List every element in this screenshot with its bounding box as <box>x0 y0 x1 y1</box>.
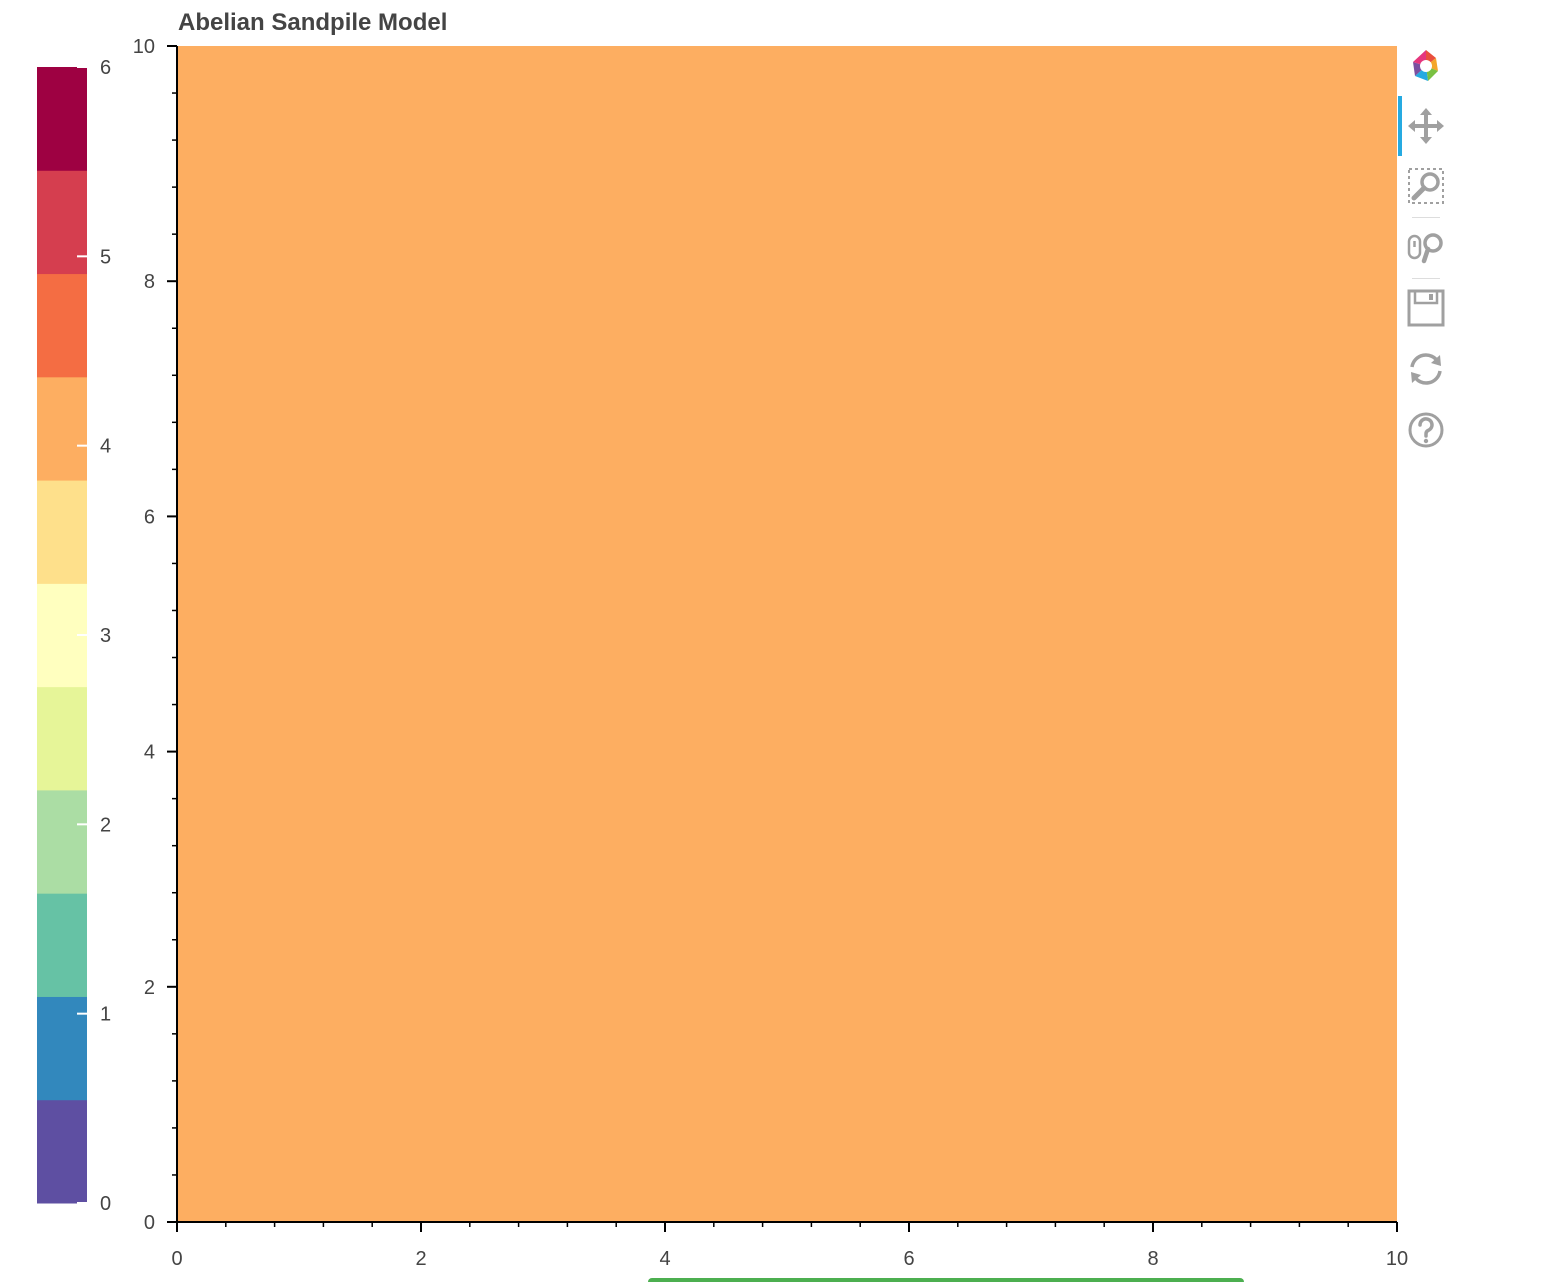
x-tick-label: 2 <box>415 1248 426 1270</box>
save-icon <box>1407 289 1445 327</box>
x-tick-label: 8 <box>1147 1248 1158 1270</box>
y-tick-label: 4 <box>144 742 155 764</box>
pan-icon <box>1408 108 1444 144</box>
box-zoom-tool-button[interactable] <box>1402 162 1450 210</box>
colorbar-tick-label: 5 <box>100 246 111 268</box>
y-tick-label: 8 <box>144 271 155 293</box>
widget-edge-bar <box>648 1278 1244 1282</box>
heatmap-cell <box>177 46 1397 1222</box>
wheel-zoom-icon <box>1407 233 1443 264</box>
x-tick-label: 6 <box>903 1248 914 1270</box>
colorbar-segment <box>37 480 87 584</box>
pan-tool-button[interactable] <box>1398 96 1450 156</box>
toolbar <box>1398 40 1454 460</box>
bokeh-logo-icon <box>1413 50 1438 81</box>
colorbar-tick-label: 2 <box>100 814 111 836</box>
save-tool-button[interactable] <box>1402 284 1450 332</box>
box-zoom-icon <box>1408 168 1444 204</box>
y-tick-label: 0 <box>144 1212 155 1234</box>
y-tick-label: 2 <box>144 977 155 999</box>
colorbar-tick-label: 1 <box>100 1004 111 1026</box>
reset-icon <box>1410 353 1442 385</box>
colorbar-segment <box>37 996 87 1101</box>
colorbar-tick-label: 4 <box>100 436 111 458</box>
chart-title: Abelian Sandpile Model <box>178 9 447 36</box>
y-tick-label: 6 <box>144 506 155 528</box>
colorbar-tick-label: 3 <box>100 625 111 647</box>
colorbar-segment <box>37 789 87 894</box>
colorbar-tick-label: 6 <box>100 57 111 79</box>
wheel-zoom-tool-button[interactable] <box>1402 223 1450 271</box>
help-icon <box>1408 412 1444 448</box>
colorbar-segment <box>37 376 87 481</box>
x-tick-label: 10 <box>1386 1248 1408 1270</box>
x-tick-label: 4 <box>659 1248 670 1270</box>
toolbar-divider <box>1412 217 1440 218</box>
colorbar-tick-label: 0 <box>100 1193 111 1215</box>
x-tick-label: 0 <box>171 1248 182 1270</box>
plot-area[interactable] <box>177 46 1397 1222</box>
colorbar: 0 1 2 3 4 5 6 <box>37 57 111 1215</box>
y-tick-label: 10 <box>133 36 155 58</box>
colorbar-segment <box>37 273 87 378</box>
help-tool-button[interactable] <box>1402 406 1450 454</box>
reset-tool-button[interactable] <box>1402 345 1450 393</box>
colorbar-segment <box>37 170 87 275</box>
colorbar-segment <box>37 893 87 997</box>
colorbar-segment <box>37 1099 87 1204</box>
bokeh-logo-button[interactable] <box>1402 42 1450 90</box>
x-axis: 0 2 4 6 8 10 <box>171 1221 1408 1270</box>
colorbar-segment <box>37 67 87 171</box>
toolbar-divider <box>1412 278 1440 279</box>
y-axis: 0 2 4 6 8 10 <box>133 36 178 1234</box>
colorbar-segment <box>37 686 87 791</box>
